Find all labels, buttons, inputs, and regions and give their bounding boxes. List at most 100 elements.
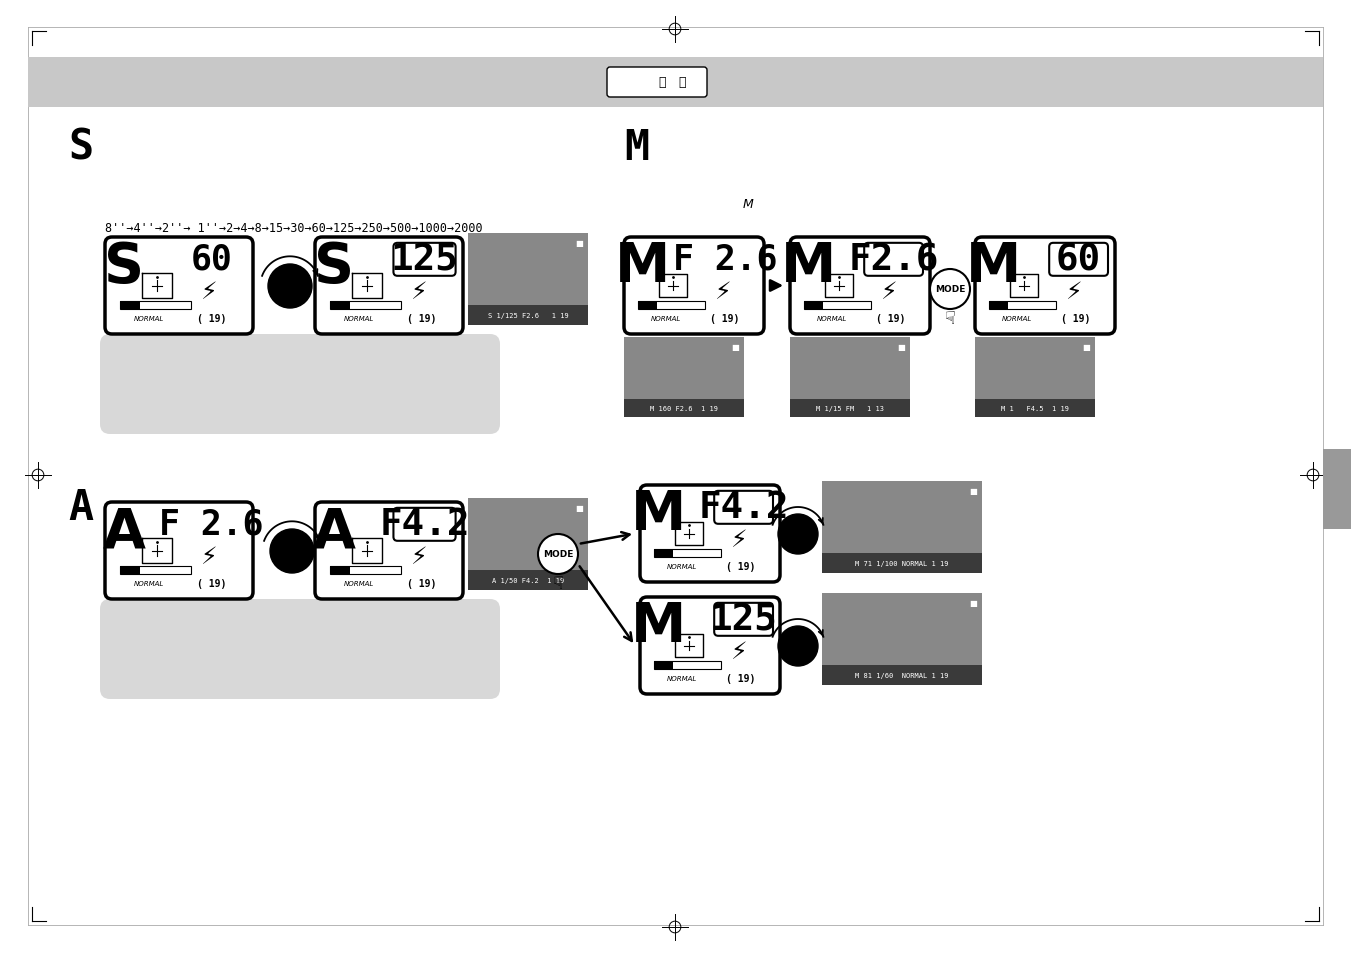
FancyBboxPatch shape xyxy=(624,237,765,335)
Text: ■: ■ xyxy=(1082,343,1090,352)
Text: NORMAL: NORMAL xyxy=(667,676,697,681)
Bar xyxy=(989,302,1056,310)
Text: 🔒: 🔒 xyxy=(678,76,686,90)
Text: ☟: ☟ xyxy=(944,310,955,328)
Bar xyxy=(120,566,139,574)
Bar xyxy=(975,400,1096,417)
Text: 125: 125 xyxy=(390,242,458,278)
Text: ( 19): ( 19) xyxy=(197,578,226,589)
Bar xyxy=(975,337,1096,417)
Bar xyxy=(467,498,588,590)
Text: M: M xyxy=(966,240,1021,294)
Text: F4.2: F4.2 xyxy=(698,490,789,526)
FancyBboxPatch shape xyxy=(105,237,253,335)
Text: ( 19): ( 19) xyxy=(407,314,436,324)
Bar xyxy=(790,337,911,417)
Text: F2.6: F2.6 xyxy=(848,242,939,278)
FancyBboxPatch shape xyxy=(640,598,780,695)
Bar xyxy=(804,302,871,310)
Text: A: A xyxy=(312,504,355,558)
Bar xyxy=(467,570,588,590)
Text: ( 19): ( 19) xyxy=(711,314,739,324)
Text: ⚡: ⚡ xyxy=(730,639,746,663)
Bar xyxy=(821,594,982,685)
Text: S: S xyxy=(315,240,354,294)
Text: ( 19): ( 19) xyxy=(407,578,436,589)
Text: 60: 60 xyxy=(190,242,232,276)
Text: ⚡: ⚡ xyxy=(713,280,731,304)
FancyBboxPatch shape xyxy=(715,492,773,524)
Text: NORMAL: NORMAL xyxy=(345,581,374,587)
Text: M: M xyxy=(615,240,670,294)
Text: NORMAL: NORMAL xyxy=(134,316,165,322)
Text: ■: ■ xyxy=(969,486,977,496)
Text: ⚡: ⚡ xyxy=(200,545,218,569)
Circle shape xyxy=(267,265,312,309)
Text: S: S xyxy=(104,240,145,294)
Text: ( 19): ( 19) xyxy=(725,562,755,572)
FancyBboxPatch shape xyxy=(715,603,773,637)
Text: M 160 F2.6  1 19: M 160 F2.6 1 19 xyxy=(650,406,717,412)
Text: M 81 1/60  NORMAL 1 19: M 81 1/60 NORMAL 1 19 xyxy=(855,672,948,679)
Bar xyxy=(624,337,744,417)
Bar xyxy=(624,400,744,417)
Bar xyxy=(804,302,823,310)
Text: ☟: ☟ xyxy=(553,575,563,593)
Text: M 1   F4.5  1 19: M 1 F4.5 1 19 xyxy=(1001,406,1069,412)
Bar xyxy=(330,302,401,310)
Bar xyxy=(120,302,139,310)
Text: M: M xyxy=(781,240,836,294)
Circle shape xyxy=(270,530,313,574)
Bar xyxy=(654,661,721,669)
Bar xyxy=(120,566,190,574)
Bar xyxy=(28,58,1323,108)
Text: ( 19): ( 19) xyxy=(875,314,905,324)
FancyBboxPatch shape xyxy=(315,502,463,599)
Bar xyxy=(330,566,350,574)
Text: F 2.6: F 2.6 xyxy=(159,507,263,540)
Text: ■: ■ xyxy=(731,343,739,352)
FancyBboxPatch shape xyxy=(607,68,707,98)
FancyBboxPatch shape xyxy=(315,237,463,335)
Bar xyxy=(638,302,705,310)
Text: F 2.6: F 2.6 xyxy=(673,242,777,276)
Text: 60: 60 xyxy=(1056,242,1101,278)
FancyBboxPatch shape xyxy=(100,335,500,435)
Text: NORMAL: NORMAL xyxy=(345,316,374,322)
Bar xyxy=(654,661,673,669)
Text: ( 19): ( 19) xyxy=(725,674,755,683)
Bar xyxy=(654,550,721,558)
FancyBboxPatch shape xyxy=(100,599,500,700)
Text: M 1/15 FM   1 13: M 1/15 FM 1 13 xyxy=(816,406,884,412)
Bar xyxy=(120,302,190,310)
FancyBboxPatch shape xyxy=(393,244,455,276)
Bar xyxy=(989,302,1008,310)
FancyBboxPatch shape xyxy=(975,237,1115,335)
Text: ( 19): ( 19) xyxy=(1061,314,1090,324)
Text: ■: ■ xyxy=(969,598,977,607)
Bar xyxy=(821,553,982,574)
FancyBboxPatch shape xyxy=(640,485,780,582)
Text: A: A xyxy=(68,486,93,529)
Text: ⚡: ⚡ xyxy=(200,280,218,304)
FancyBboxPatch shape xyxy=(865,244,923,276)
Bar xyxy=(1323,450,1351,530)
Circle shape xyxy=(778,515,817,555)
Text: NORMAL: NORMAL xyxy=(1002,316,1032,322)
Text: M: M xyxy=(631,488,686,541)
Text: ⚡: ⚡ xyxy=(730,528,746,552)
Bar xyxy=(330,566,401,574)
Bar xyxy=(467,306,588,326)
Circle shape xyxy=(778,626,817,666)
Circle shape xyxy=(538,535,578,575)
Text: M: M xyxy=(631,599,686,654)
Text: S 1/125 F2.6   1 19: S 1/125 F2.6 1 19 xyxy=(488,313,569,318)
Text: NORMAL: NORMAL xyxy=(651,316,681,322)
Text: M: M xyxy=(743,198,754,211)
Text: ■: ■ xyxy=(897,343,905,352)
Text: ( 19): ( 19) xyxy=(197,314,226,324)
Text: ■: ■ xyxy=(576,503,584,513)
Text: A 1/50 F4.2  1 19: A 1/50 F4.2 1 19 xyxy=(492,578,565,583)
Text: ⚡: ⚡ xyxy=(1065,280,1081,304)
Bar xyxy=(638,302,657,310)
